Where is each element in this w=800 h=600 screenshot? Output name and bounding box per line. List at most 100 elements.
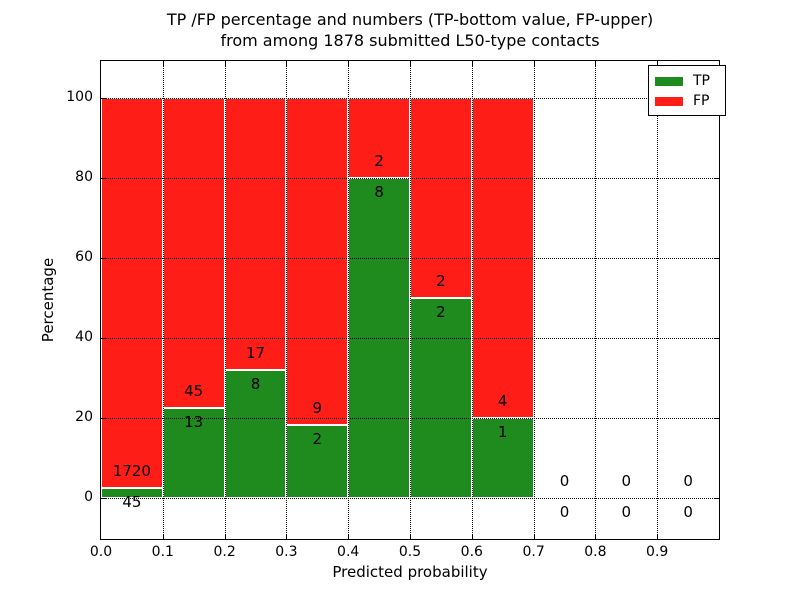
chart-title-line-2: from among 1878 submitted L50-type conta… xyxy=(220,31,600,50)
bars-layer xyxy=(101,61,719,539)
x-gridline xyxy=(533,61,535,539)
x-tick-top xyxy=(286,61,288,66)
y-gridline xyxy=(101,338,719,339)
bar-segment-fp xyxy=(410,98,472,298)
fp-count-label: 2 xyxy=(436,272,446,290)
x-tick-top xyxy=(533,61,535,66)
y-gridline xyxy=(101,178,719,179)
bar-segment-fp xyxy=(348,98,410,178)
chart-title-line-1: TP /FP percentage and numbers (TP-bottom… xyxy=(166,10,654,29)
fp-count-label: 2 xyxy=(374,152,384,170)
x-gridline xyxy=(595,61,597,539)
fp-count-label: 0 xyxy=(621,472,632,490)
x-gridline xyxy=(471,61,473,539)
tp-count-label: 0 xyxy=(683,503,693,521)
x-gridline xyxy=(162,61,164,539)
x-axis-label: Predicted probability xyxy=(332,563,488,581)
y-gridline xyxy=(101,98,719,99)
y-tick-left xyxy=(101,178,106,179)
x-tick-top xyxy=(410,61,411,66)
axis-ticks-layer xyxy=(101,61,719,539)
x-tick-top xyxy=(224,61,226,66)
y-gridline xyxy=(101,258,719,259)
x-gridline xyxy=(224,61,226,539)
plot-area: 1720 45 45 13 17 8 9 2 2 8 2 2 4 1 0 0 0 0 0 0 0 20 40 60 80 100 0… xyxy=(66,60,726,560)
y-tick-right xyxy=(714,258,719,259)
tp-count-label: 0 xyxy=(621,503,632,521)
y-tick-right xyxy=(714,178,719,179)
x-tick-label: 0.1 xyxy=(151,544,174,560)
y-tick-label: 0 xyxy=(84,489,93,505)
y-tick-left xyxy=(101,338,106,339)
tp-count-label: 8 xyxy=(250,375,261,393)
x-tick-bottom xyxy=(533,534,535,539)
y-tick-right xyxy=(714,498,719,499)
x-tick-bottom xyxy=(595,534,597,539)
tp-legend-swatch xyxy=(655,76,683,86)
fp-count-label: 0 xyxy=(683,472,693,490)
x-tick-bottom xyxy=(348,534,350,539)
bar-segment-fp xyxy=(224,98,287,370)
fp-count-label: 1720 xyxy=(112,461,151,480)
y-tick-right xyxy=(714,338,719,339)
x-tick-bottom xyxy=(224,534,226,539)
x-tick-label: 0.8 xyxy=(584,544,607,560)
x-tick-bottom xyxy=(471,534,473,539)
x-tick-bottom xyxy=(286,534,288,539)
legend-label: FP xyxy=(693,93,710,109)
x-tick-top xyxy=(471,61,473,66)
x-tick-label: 0.5 xyxy=(398,544,422,560)
y-gridline xyxy=(101,418,719,419)
y-tick-left xyxy=(101,418,106,419)
fp-count-label: 45 xyxy=(184,382,204,401)
tp-count-label: 13 xyxy=(184,413,204,432)
bar-labels-layer: 1720 45 45 13 17 8 9 2 2 8 2 2 4 1 0 0 0 0 0 0 0 20 40 60 80 100 0… xyxy=(66,61,719,560)
tp-count-label: 45 xyxy=(122,492,142,511)
x-gridline xyxy=(657,61,659,539)
tp-count-label: 8 xyxy=(374,183,384,201)
tp-count-label: 0 xyxy=(559,503,570,521)
x-tick-label: 0.6 xyxy=(460,544,483,560)
y-tick-right xyxy=(714,418,719,419)
x-tick-top xyxy=(595,61,597,66)
tp-count-label: 1 xyxy=(497,423,508,441)
x-gridline xyxy=(348,61,350,539)
bar-segment-tp xyxy=(471,418,534,498)
x-tick-bottom xyxy=(410,534,411,539)
fp-count-label: 17 xyxy=(245,344,266,362)
bar-segment-tp xyxy=(101,487,163,498)
bar-segment-fp xyxy=(101,98,163,488)
x-tick-label: 0.9 xyxy=(646,544,669,560)
x-tick-label: 0.7 xyxy=(522,544,545,560)
y-tick-left xyxy=(101,258,106,259)
bar-segment-tp xyxy=(224,370,287,498)
y-tick-label: 40 xyxy=(75,329,93,345)
x-gridline xyxy=(286,61,288,539)
x-tick-bottom xyxy=(657,534,659,539)
x-tick-bottom xyxy=(162,534,164,539)
fp-count-label: 0 xyxy=(559,472,570,490)
bar-segment-tp xyxy=(162,408,225,498)
bar-segment-fp xyxy=(471,98,534,418)
tp-count-label: 2 xyxy=(436,303,446,321)
bar-segment-tp xyxy=(410,298,472,498)
y-tick-left xyxy=(101,98,106,99)
fp-count-label: 9 xyxy=(312,399,323,418)
fp-legend-swatch xyxy=(655,96,683,106)
legend-entry: FP xyxy=(655,91,719,111)
x-tick-top xyxy=(348,61,350,66)
bar-segment-tp xyxy=(348,178,410,498)
legend-entry: TP xyxy=(655,71,719,91)
y-tick-left xyxy=(101,498,106,499)
bar-segment-fp xyxy=(162,98,225,409)
x-tick-top xyxy=(162,61,164,66)
x-tick-label: 0.2 xyxy=(213,544,236,560)
bar-segment-tp xyxy=(286,425,349,498)
x-tick-label: 0.4 xyxy=(337,544,360,560)
tp-count-label: 2 xyxy=(312,430,323,449)
fp-count-label: 4 xyxy=(497,392,508,410)
gridlines-layer xyxy=(101,61,719,539)
x-gridline xyxy=(410,61,411,539)
x-tick-label: 0.3 xyxy=(275,544,298,560)
